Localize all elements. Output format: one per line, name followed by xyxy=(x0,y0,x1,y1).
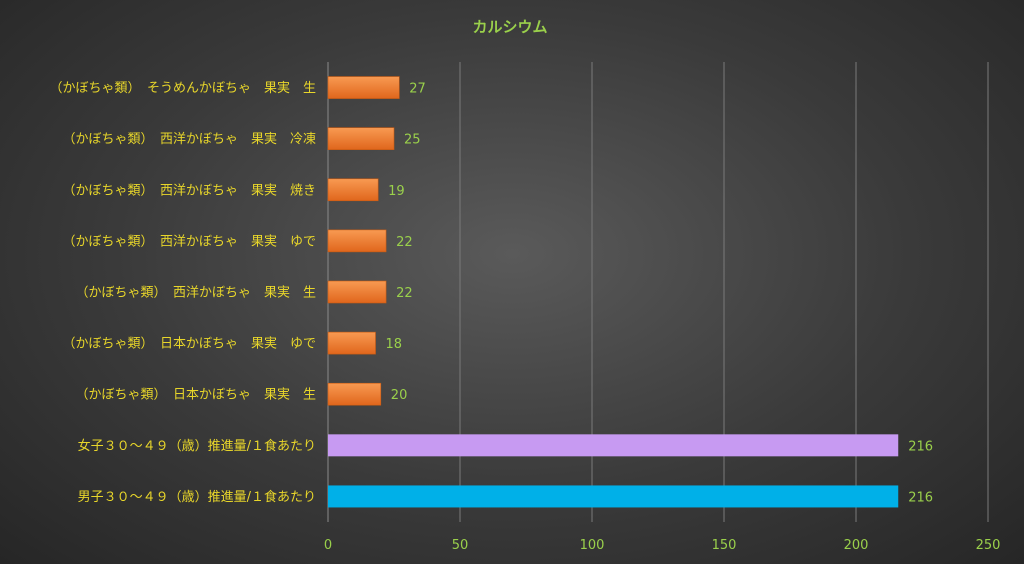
bar xyxy=(327,229,387,253)
data-label: 25 xyxy=(404,133,421,148)
data-label: 18 xyxy=(386,337,403,352)
category-label: 男子３０～４９（歳）推進量/１食あたり xyxy=(78,489,316,505)
data-label: 19 xyxy=(388,184,405,199)
x-tick-label: 250 xyxy=(976,538,1001,553)
category-label: （かぼちゃ類） 西洋かぼちゃ 果実 ゆで xyxy=(62,233,316,249)
category-label: （かぼちゃ類） 西洋かぼちゃ 果実 冷凍 xyxy=(62,131,316,147)
category-label: （かぼちゃ類） 日本かぼちゃ 果実 ゆで xyxy=(62,336,316,352)
x-tick-label: 200 xyxy=(844,538,869,553)
bar xyxy=(327,382,382,406)
x-axis-ticks: 0 50 100 150 200 250 xyxy=(324,538,1001,553)
bar xyxy=(328,485,899,508)
bars xyxy=(327,76,899,508)
data-label: 216 xyxy=(908,439,933,454)
data-label: 20 xyxy=(391,388,408,403)
x-tick-label: 150 xyxy=(712,538,737,553)
category-label: （かぼちゃ類） 日本かぼちゃ 果実 生 xyxy=(75,387,316,403)
category-labels: （かぼちゃ類） そうめんかぼちゃ 果実 生 （かぼちゃ類） 西洋かぼちゃ 果実 冷… xyxy=(49,80,316,505)
category-label: （かぼちゃ類） そうめんかぼちゃ 果実 生 xyxy=(49,80,316,96)
bar xyxy=(327,331,376,355)
category-label: （かぼちゃ類） 西洋かぼちゃ 果実 焼き xyxy=(62,182,316,198)
bar xyxy=(327,178,379,202)
bar xyxy=(327,280,387,304)
x-tick-label: 50 xyxy=(452,538,469,553)
data-labels: 27 25 19 22 22 18 20 216 216 xyxy=(386,82,934,506)
chart-title: カルシウム xyxy=(472,18,547,36)
x-tick-label: 0 xyxy=(324,538,332,553)
bar xyxy=(327,127,395,150)
data-label: 22 xyxy=(396,286,413,301)
data-label: 216 xyxy=(908,490,933,505)
bar xyxy=(328,434,899,457)
data-label: 22 xyxy=(396,235,413,250)
category-label: 女子３０～４９（歳）推進量/１食あたり xyxy=(78,438,316,454)
data-label: 27 xyxy=(409,82,426,97)
x-tick-label: 100 xyxy=(580,538,605,553)
category-label: （かぼちゃ類） 西洋かぼちゃ 果実 生 xyxy=(75,285,316,301)
bar xyxy=(327,76,400,99)
